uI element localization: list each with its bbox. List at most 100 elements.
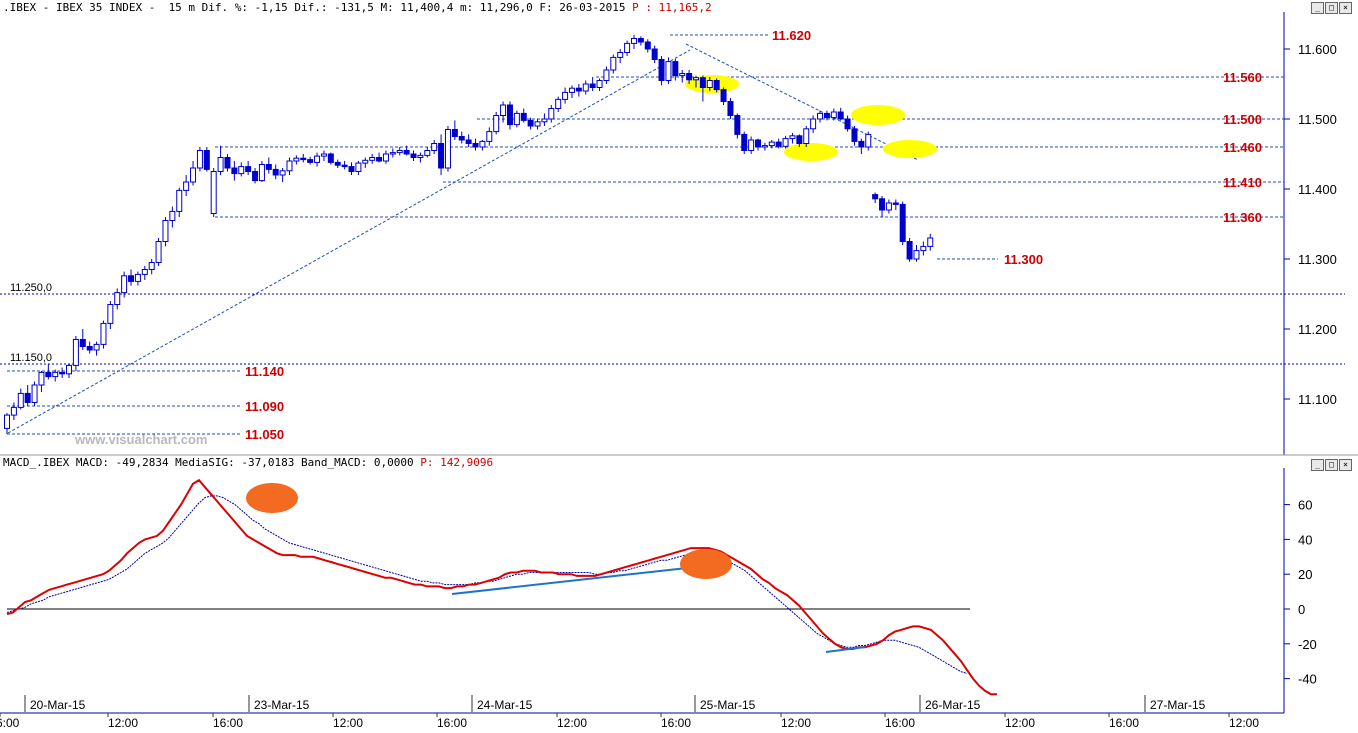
- candle-down: [472, 143, 479, 148]
- price-y-tick-label: 11.400: [1298, 182, 1337, 197]
- candle-down: [79, 339, 86, 347]
- candle-up: [279, 170, 286, 176]
- candle-up: [396, 150, 403, 154]
- macd-minimize-button[interactable]: _: [1311, 459, 1324, 471]
- candle-down: [741, 133, 748, 151]
- candle-up: [920, 245, 927, 252]
- date-label: 27-Mar-15: [1150, 698, 1206, 712]
- candle-down: [589, 83, 596, 88]
- candle-up: [817, 112, 824, 120]
- price-header-text: .IBEX - IBEX 35 INDEX - 15 m Dif. %: -1,…: [3, 1, 633, 14]
- candle-up: [100, 322, 107, 345]
- candle-up: [624, 42, 631, 54]
- candle-up: [782, 138, 789, 147]
- candle-up: [355, 162, 362, 173]
- price-y-tick-label: 11.600: [1298, 42, 1337, 57]
- candle-up: [748, 139, 755, 151]
- candle-up: [761, 145, 768, 148]
- candle-up: [568, 87, 575, 93]
- minimize-button[interactable]: _: [1311, 2, 1324, 14]
- candle-down: [334, 161, 341, 166]
- candle-down: [879, 198, 886, 211]
- level-label: 11.050: [245, 427, 284, 442]
- candle-up: [610, 56, 617, 71]
- price-y-tick-label: 11.300: [1298, 252, 1337, 267]
- candle-up: [382, 153, 389, 162]
- watermark: www.visualchart.com: [74, 432, 207, 447]
- time-label: 12:00: [108, 716, 138, 730]
- macd-line: [6, 478, 997, 696]
- level-label: 11.560: [1223, 70, 1262, 85]
- candle-up: [768, 141, 775, 147]
- pattern-highlight: [851, 105, 905, 125]
- macd-trend-line: [451, 564, 715, 595]
- time-label: 6:00: [0, 716, 20, 730]
- reference-line-label: 11.250,0: [10, 282, 52, 294]
- candle-up: [38, 371, 45, 386]
- time-label: 16:00: [213, 716, 243, 730]
- candle-down: [858, 140, 865, 148]
- candle-down: [892, 202, 899, 205]
- macd-y-tick-label: 20: [1298, 567, 1312, 582]
- candle-up: [603, 69, 610, 81]
- time-label: 12:00: [1229, 716, 1259, 730]
- candle-down: [265, 164, 272, 170]
- candle-down: [403, 150, 410, 155]
- time-label: 12:00: [1005, 716, 1035, 730]
- time-label: 12:00: [333, 716, 363, 730]
- candle-up: [706, 80, 713, 88]
- candle-up: [596, 80, 603, 88]
- macd-close-button[interactable]: ×: [1339, 459, 1352, 471]
- candle-up: [534, 121, 541, 127]
- candle-up: [286, 160, 293, 172]
- candle-down: [872, 194, 879, 200]
- candle-up: [541, 118, 548, 123]
- time-label: 12:00: [781, 716, 811, 730]
- maximize-button[interactable]: □: [1325, 2, 1338, 14]
- time-label: 16:00: [885, 716, 915, 730]
- candle-down: [86, 346, 93, 351]
- close-button[interactable]: ×: [1339, 2, 1352, 14]
- candle-down: [59, 371, 66, 375]
- level-label: 11.410: [1223, 175, 1262, 190]
- candle-up: [479, 140, 486, 148]
- pattern-highlight: [784, 143, 838, 161]
- candle-up: [617, 52, 624, 58]
- date-label: 26-Mar-15: [925, 698, 981, 712]
- candle-up: [293, 157, 300, 162]
- candle-up: [190, 167, 197, 183]
- candle-up: [320, 153, 327, 157]
- candle-down: [899, 203, 906, 242]
- macd-maximize-button[interactable]: □: [1325, 459, 1338, 471]
- candle-down: [844, 118, 851, 130]
- candle-down: [796, 135, 803, 145]
- candle-up: [238, 166, 245, 175]
- trend-line-up: [7, 49, 691, 434]
- time-label: 16:00: [437, 716, 467, 730]
- divergence-highlight: [680, 549, 732, 579]
- candle-up: [31, 384, 38, 403]
- candle-up: [389, 152, 396, 155]
- candle-down: [272, 168, 279, 176]
- candle-down: [720, 89, 727, 102]
- trend-line-down: [685, 43, 919, 161]
- candle-down: [231, 167, 238, 175]
- candle-up: [803, 128, 810, 145]
- candle-up: [548, 108, 555, 120]
- candle-down: [672, 61, 679, 77]
- candle-up: [169, 210, 176, 221]
- candle-down: [438, 143, 445, 169]
- candle-up: [162, 220, 169, 242]
- candle-up: [196, 150, 203, 169]
- level-label: 11.620: [772, 28, 811, 43]
- time-label: 16:00: [661, 716, 691, 730]
- time-label: 12:00: [557, 716, 587, 730]
- candle-down: [465, 139, 472, 144]
- candle-up: [17, 392, 24, 408]
- candle-up: [93, 343, 100, 351]
- candle-up: [10, 406, 17, 416]
- candle-down: [451, 129, 458, 137]
- date-label: 25-Mar-15: [700, 698, 756, 712]
- candle-down: [906, 241, 913, 260]
- time-label: 16:00: [1109, 716, 1139, 730]
